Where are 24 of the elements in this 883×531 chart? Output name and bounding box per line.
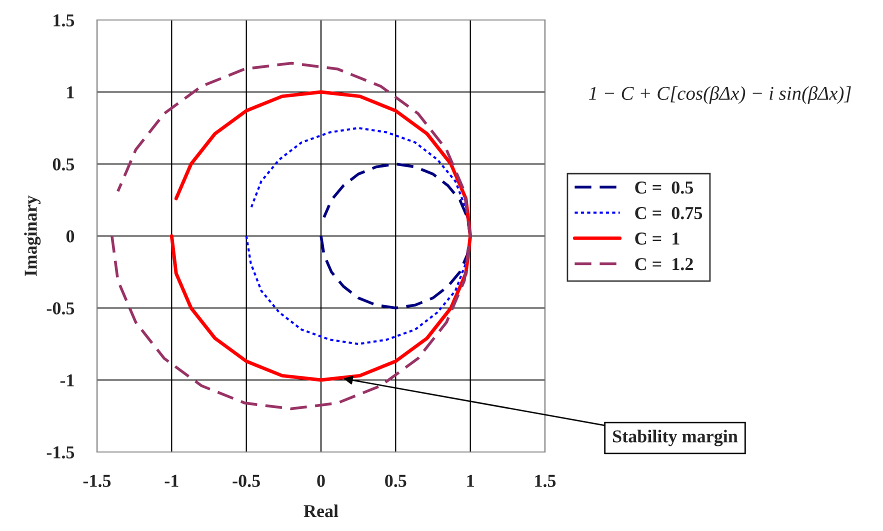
x-tick-label: 1.5 [535,474,556,488]
text: 1 − C + C[cos(βΔx) − i sin(βΔx)] [588,86,851,104]
y-tick-label: 1.5 [54,14,74,27]
y-tick-label: 0.5 [52,158,74,171]
y-tick-label: -0.5 [46,302,74,315]
x-tick-label: -1.5 [83,474,111,488]
line-series [110,62,472,410]
legend-label: C = 0.75 [635,206,702,220]
y-tick-label: 0 [66,230,74,242]
y-axis-title: Imaginary [24,196,41,276]
line-series [170,90,472,382]
x-axis-title: Real [304,504,338,518]
text: Stability margin [613,430,738,446]
legend-label: C = 1.2 [635,258,693,270]
x-tick-label: 1 [467,474,474,487]
x-tick-label: -0.5 [232,474,260,488]
y-tick-label: -1 [60,374,74,386]
legend-label: C = 0.5 [635,181,694,194]
x-tick-label: 0 [317,474,325,487]
legend-label: C = 1 [635,232,680,245]
y-tick-label: 1 [67,86,74,98]
x-tick-label: 0.5 [385,474,406,488]
y-tick-label: -1.5 [46,446,74,459]
x-tick-label: -1 [164,474,178,487]
